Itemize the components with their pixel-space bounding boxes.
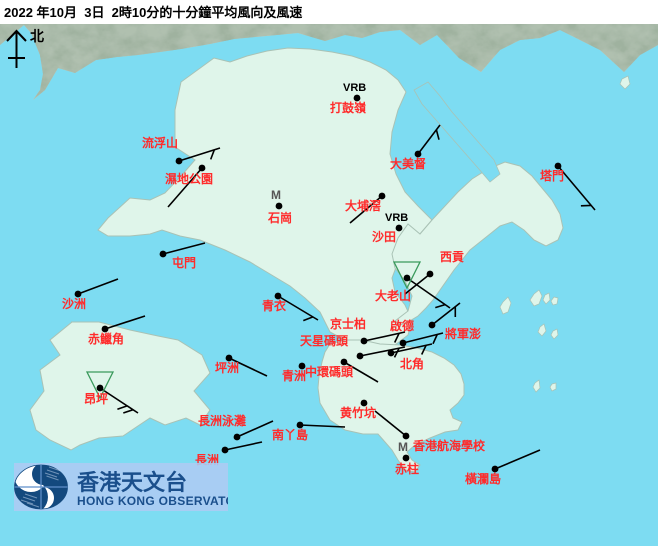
svg-text:大埔滘: 大埔滘: [345, 198, 381, 213]
svg-text:濕地公園: 濕地公園: [165, 171, 213, 186]
svg-text:塔門: 塔門: [540, 168, 564, 183]
svg-text:大美督: 大美督: [390, 156, 426, 171]
svg-text:赤柱: 赤柱: [395, 461, 419, 476]
svg-text:打鼓嶺: 打鼓嶺: [330, 100, 367, 115]
svg-text:香港航海學校: 香港航海學校: [412, 438, 486, 453]
svg-text:黄竹坑: 黄竹坑: [340, 405, 376, 420]
svg-text:啟德: 啟德: [390, 318, 414, 333]
svg-text:京士柏: 京士柏: [330, 316, 366, 331]
svg-text:流浮山: 流浮山: [142, 135, 178, 150]
svg-text:中環碼頭: 中環碼頭: [305, 364, 354, 379]
svg-text:北角: 北角: [400, 356, 424, 371]
svg-text:VRB: VRB: [385, 212, 408, 224]
svg-text:長洲泳灘: 長洲泳灘: [198, 413, 246, 428]
svg-text:石崗: 石崗: [267, 210, 292, 225]
svg-text:西貢: 西貢: [440, 250, 464, 264]
svg-text:北: 北: [30, 28, 44, 44]
svg-text:香港天文台: 香港天文台: [77, 470, 187, 495]
svg-text:VRB: VRB: [343, 82, 366, 94]
svg-text:HONG KONG OBSERVATORY: HONG KONG OBSERVATORY: [77, 494, 228, 508]
svg-text:M: M: [398, 440, 408, 454]
svg-text:青洲: 青洲: [282, 368, 306, 383]
svg-text:南丫島: 南丫島: [272, 427, 308, 442]
svg-text:沙洲: 沙洲: [62, 297, 86, 311]
svg-text:坪洲: 坪洲: [215, 361, 239, 375]
svg-text:將軍澎: 將軍澎: [445, 326, 481, 341]
svg-text:赤鱲角: 赤鱲角: [88, 331, 124, 346]
svg-text:大老山: 大老山: [375, 288, 411, 303]
svg-text:M: M: [271, 188, 281, 202]
svg-text:沙田: 沙田: [372, 230, 396, 244]
svg-text:橫瀾島: 橫瀾島: [465, 471, 501, 486]
svg-text:昂坪: 昂坪: [84, 392, 108, 406]
svg-text:屯門: 屯門: [172, 255, 196, 270]
svg-text:天星碼頭: 天星碼頭: [300, 333, 349, 348]
svg-text:青衣: 青衣: [262, 298, 286, 313]
